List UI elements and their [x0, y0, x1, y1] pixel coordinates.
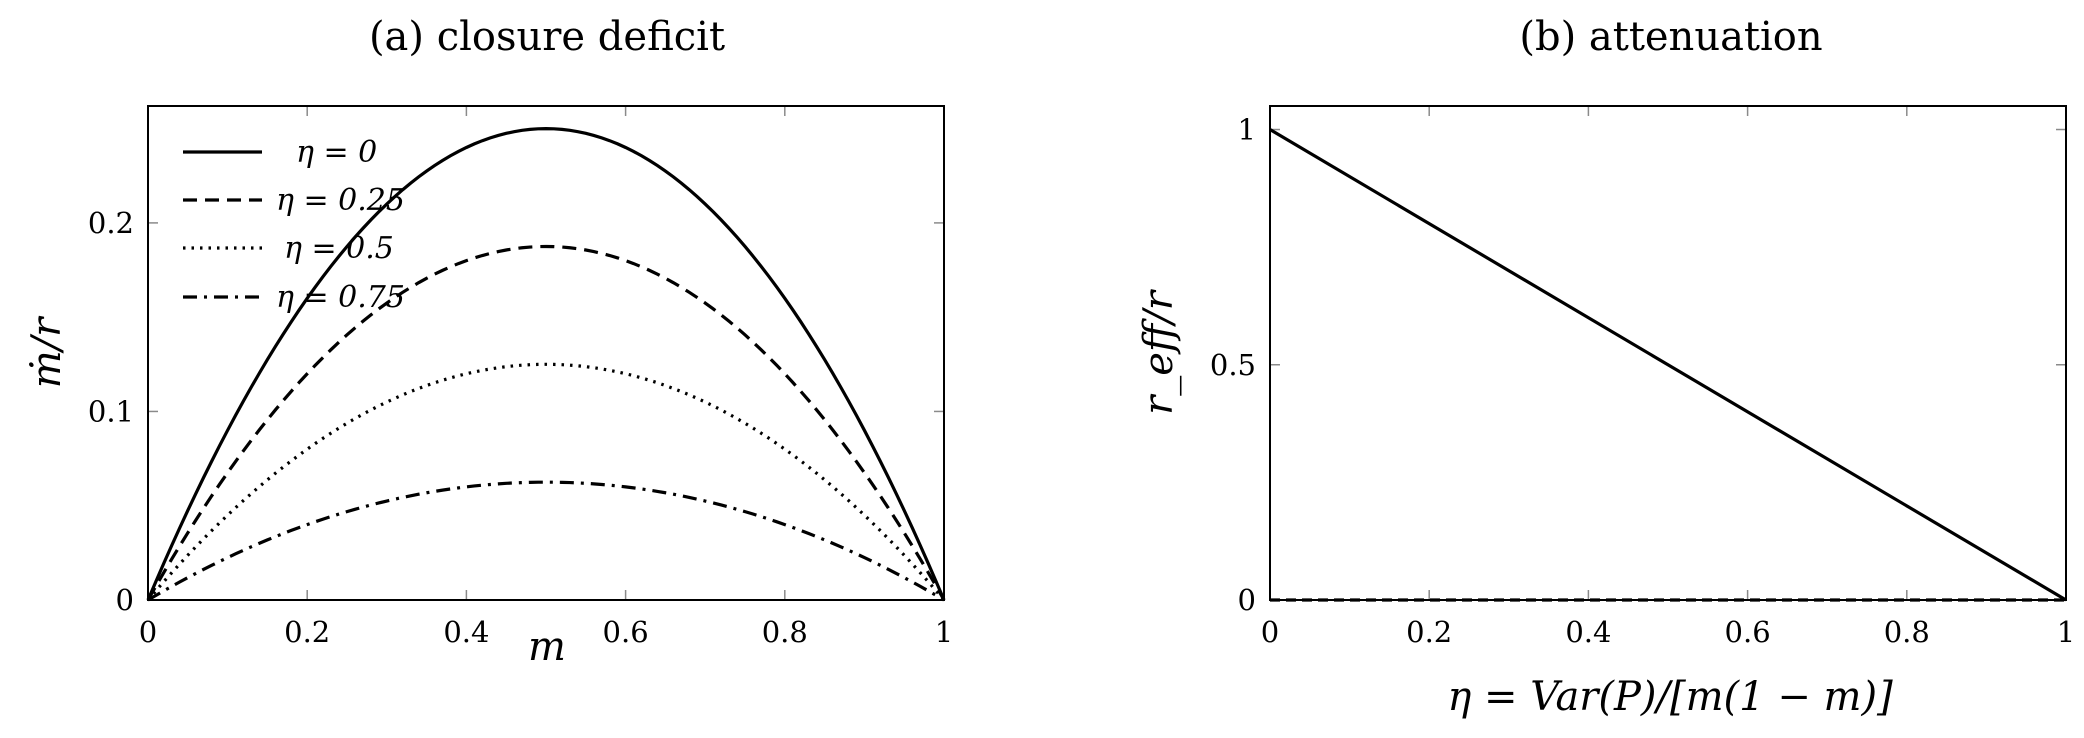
- panel-b-series-0: [1269, 128, 2067, 602]
- legend-label-eta-0-75: η = 0.75: [276, 280, 405, 315]
- panel-b-plot: 0 0.2 0.4 0.6 0.8 1 0 0.5 1: [1210, 106, 2075, 649]
- panel-a-x-tick-label: 0.6: [603, 615, 649, 649]
- panel-a-plot: 0 0.2 0.4 0.6 0.8 1 0 0.1 0.2: [88, 106, 953, 649]
- legend-label-eta-0-5: η = 0.5: [284, 231, 394, 266]
- panel-a-series-0-75: [147, 480, 945, 602]
- panel-b: (b) attenuation 0 0.2 0.4 0.6 0.8 1 0 0.5 1 η = …: [1136, 14, 2075, 720]
- panel-b-y-tick-label: 1: [1238, 113, 1256, 147]
- panel-b-x-tick-label: 0.2: [1406, 615, 1452, 649]
- panel-a-x-tick-label: 0: [139, 615, 157, 649]
- panel-b-x-tick-label: 0.6: [1725, 615, 1771, 649]
- panel-a-y-tick-label: 0.1: [88, 394, 134, 428]
- panel-b-x-tick-label: 0: [1261, 615, 1279, 649]
- panel-b-y-tick-label: 0: [1238, 583, 1256, 617]
- panel-b-x-label: η = Var(P)/[m(1 − m)]: [1447, 674, 1893, 720]
- panel-a-series-0-5: [146, 362, 946, 602]
- panel-b-y-label: r_eff/r: [1136, 288, 1182, 415]
- panel-b-y-tick-label: 0.5: [1210, 348, 1256, 382]
- legend-label-eta-0-25: η = 0.25: [276, 183, 405, 218]
- legend-label-eta-0: η = 0: [296, 135, 377, 170]
- panel-a-y-label: ṁ/r: [24, 315, 70, 388]
- panel-a-y-tick-label: 0.2: [88, 206, 134, 240]
- panel-a-series-0: [146, 127, 946, 601]
- panel-a-frame: [147, 105, 945, 601]
- panel-b-x-tick-label: 1: [2057, 615, 2075, 649]
- panel-a-series-0-25: [146, 244, 946, 601]
- panel-b-title: (b) attenuation: [1519, 14, 1822, 60]
- panel-b-frame: [1269, 105, 2067, 601]
- panel-a: (a) closure deficit 0 0.2 0.4 0.6 0.8 1 0 0.1 0.…: [24, 14, 953, 670]
- panel-a-legend: η = 0 η = 0.25 η = 0.5 η = 0.75: [183, 135, 405, 315]
- panel-a-x-tick-label: 1: [935, 615, 953, 649]
- panel-b-x-tick-label: 0.4: [1565, 615, 1611, 649]
- panel-a-x-tick-label: 0.4: [443, 615, 489, 649]
- panel-a-y-tick-label: 0: [116, 583, 134, 617]
- panel-a-title: (a) closure deficit: [369, 14, 725, 60]
- panel-a-x-tick-label: 0.2: [284, 615, 330, 649]
- panel-b-x-tick-label: 0.8: [1884, 615, 1930, 649]
- panel-a-x-tick-label: 0.8: [762, 615, 808, 649]
- panel-a-x-label: m: [528, 624, 566, 670]
